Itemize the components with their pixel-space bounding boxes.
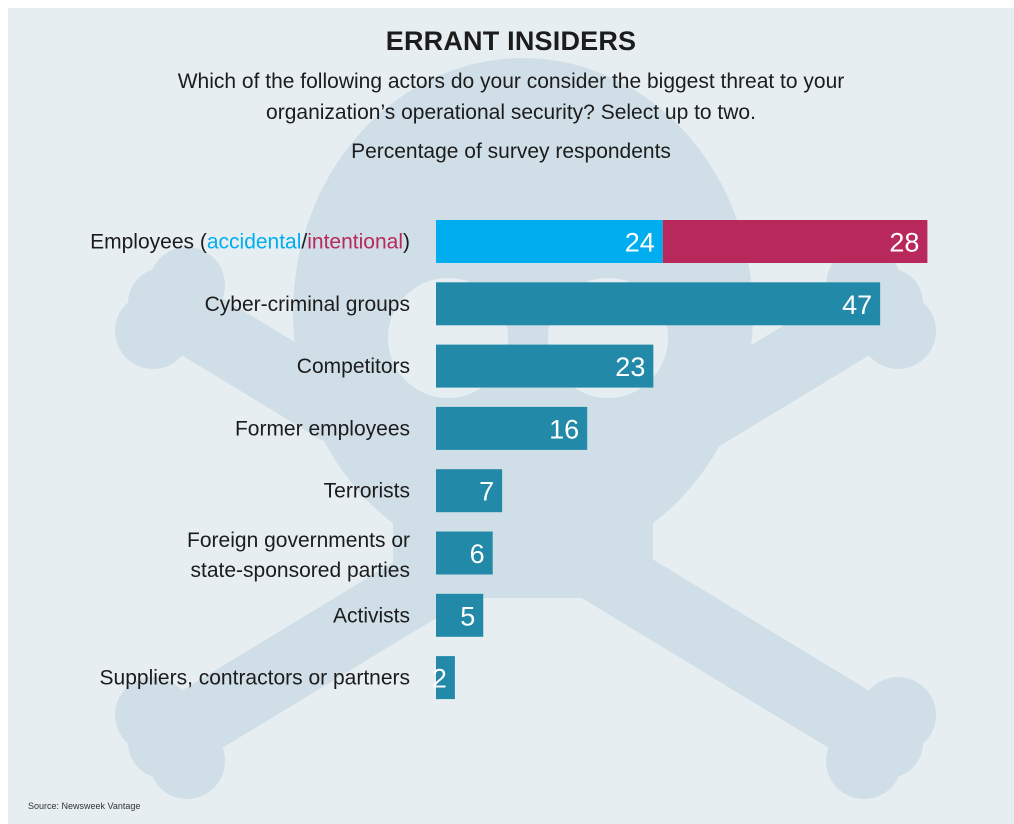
category-label-line: state-sponsored parties — [191, 559, 410, 582]
category-label: Cyber-criminal groups — [205, 293, 410, 316]
bar-total — [436, 344, 654, 388]
data-label: 6 — [470, 539, 485, 569]
bar-chart: Employees (accidental/intentional) 24 28 Cy… — [90, 220, 928, 700]
data-label: 2 — [432, 664, 447, 694]
data-label: 47 — [842, 290, 872, 320]
bar-total — [436, 593, 484, 637]
legend-slash: / — [301, 231, 307, 254]
bar-total — [436, 531, 493, 575]
legend-intentional: intentional — [307, 231, 403, 254]
category-label: Competitors — [297, 355, 410, 378]
bar-total — [436, 469, 503, 513]
category-label: Former employees — [235, 417, 410, 440]
data-label: 23 — [615, 352, 645, 382]
legend-accidental: accidental — [207, 231, 302, 254]
bar-intentional — [662, 220, 928, 263]
chart-question: Which of the following actors do your co… — [177, 70, 845, 124]
source-note: Source: Newsweek Vantage — [28, 801, 141, 811]
legend-prefix: Employees ( — [90, 231, 207, 254]
category-label: Suppliers, contractors or partners — [100, 667, 410, 690]
category-label-line: Foreign governments or — [187, 529, 410, 552]
data-label: 28 — [889, 228, 919, 258]
bar-total — [436, 656, 455, 700]
data-label: 5 — [460, 601, 475, 631]
chart-measure: Percentage of survey respondents — [351, 140, 671, 163]
data-label: 7 — [479, 477, 494, 507]
chart-panel: ERRANT INSIDERS Which of the following a… — [8, 8, 1014, 824]
chart-title: ERRANT INSIDERS — [385, 26, 637, 56]
category-label: Activists — [333, 604, 410, 627]
bar-total — [436, 282, 881, 326]
category-label: Foreign governments or state-sponsored pa… — [187, 529, 410, 582]
category-label: Employees (accidental/intentional) — [90, 231, 410, 254]
bar-accidental — [436, 220, 663, 263]
bar-total — [436, 406, 588, 450]
data-label: 24 — [625, 228, 655, 258]
category-label: Terrorists — [324, 480, 410, 503]
data-label: 16 — [549, 414, 579, 444]
legend-suffix: ) — [403, 231, 410, 254]
